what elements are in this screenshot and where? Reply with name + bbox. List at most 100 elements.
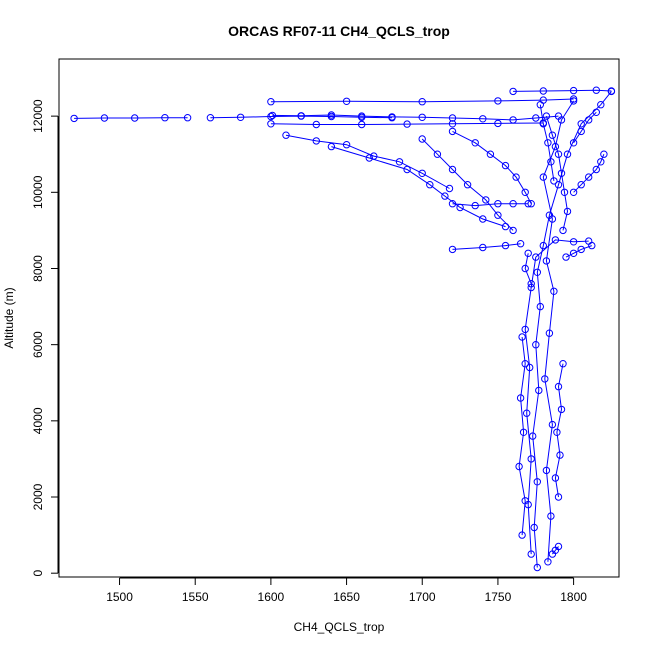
data-point	[523, 409, 531, 417]
series-line	[573, 154, 605, 193]
data-point	[448, 165, 457, 174]
y-tick-label: 4000	[31, 407, 45, 434]
data-point	[312, 137, 320, 145]
data-point	[267, 98, 275, 106]
data-point	[539, 87, 547, 95]
data-point	[533, 268, 541, 276]
data-point	[441, 192, 449, 200]
series-line	[565, 245, 592, 258]
data-point	[539, 173, 547, 181]
data-point	[342, 97, 351, 106]
data-point	[551, 236, 560, 244]
data-point	[532, 114, 540, 122]
data-point	[327, 112, 336, 121]
series-line	[272, 114, 559, 121]
data-point	[236, 113, 245, 122]
data-point	[551, 474, 560, 482]
data-point	[553, 428, 561, 436]
data-point	[471, 139, 479, 147]
data-point	[548, 131, 557, 139]
data-point	[542, 466, 551, 475]
data-point	[206, 114, 215, 122]
data-point	[548, 550, 557, 558]
data-point	[267, 120, 275, 128]
data-point	[526, 363, 534, 372]
x-tick-label: 1800	[560, 590, 587, 604]
series-line	[542, 100, 575, 562]
y-axis-label: Altitude (m)	[2, 287, 16, 348]
data-point	[524, 249, 532, 258]
data-point	[563, 207, 572, 216]
data-point	[509, 87, 517, 96]
data-point	[516, 240, 525, 248]
series-line	[524, 239, 589, 555]
data-point	[545, 329, 554, 337]
series-line	[545, 115, 569, 231]
data-point	[418, 135, 426, 143]
data-point	[530, 523, 538, 532]
data-point	[527, 283, 535, 292]
y-tick-label: 2000	[31, 483, 45, 510]
data-point	[533, 478, 541, 486]
data-point	[358, 120, 366, 129]
data-point	[519, 428, 528, 436]
series-line	[573, 111, 597, 144]
data-point	[479, 115, 487, 123]
data-point	[527, 280, 535, 288]
data-point	[539, 241, 547, 250]
data-point	[433, 150, 442, 158]
x-tick-label: 1750	[485, 590, 512, 604]
data-point	[100, 114, 109, 122]
data-point	[494, 211, 502, 219]
data-point	[547, 158, 555, 166]
y-tick-label: 8000	[31, 255, 45, 282]
data-point	[501, 161, 510, 170]
series-line	[539, 104, 555, 181]
data-point	[542, 112, 551, 120]
data-point	[529, 432, 537, 440]
data-point	[395, 158, 404, 166]
series-line	[331, 146, 506, 228]
data-point	[554, 112, 563, 120]
data-point	[418, 98, 426, 106]
data-point	[521, 264, 529, 273]
series-line	[452, 203, 529, 207]
series-line	[524, 253, 532, 284]
data-point	[550, 177, 558, 185]
data-point	[544, 558, 552, 566]
data-point	[577, 120, 585, 128]
series-line	[518, 336, 526, 536]
data-point	[563, 150, 572, 158]
data-point	[524, 200, 532, 208]
data-point	[585, 173, 593, 181]
x-axis: 1500 1550 1600 1650 1700 1750 1800	[106, 577, 587, 604]
data-point	[482, 196, 490, 204]
data-point	[569, 139, 578, 147]
data-point	[569, 86, 578, 95]
data-point	[327, 142, 336, 151]
plot-frame	[58, 58, 620, 578]
data-point	[515, 462, 523, 471]
data-point	[535, 386, 543, 395]
data-point	[607, 87, 616, 95]
data-point	[448, 245, 457, 254]
series-line	[270, 98, 574, 103]
data-point	[448, 127, 457, 136]
data-point	[577, 245, 585, 254]
data-point	[577, 127, 585, 136]
y-tick-label: 6000	[31, 331, 45, 358]
data-point	[592, 165, 600, 174]
series-line	[452, 243, 521, 250]
data-point	[597, 101, 605, 109]
data-point	[509, 226, 517, 235]
x-axis-label: CH4_QCLS_trop	[294, 620, 385, 634]
data-point	[161, 114, 169, 122]
data-point	[448, 120, 457, 128]
data-point	[521, 325, 529, 334]
data-point	[548, 215, 557, 223]
data-point	[588, 241, 596, 250]
data-point	[527, 455, 535, 463]
data-point	[479, 243, 487, 252]
series-line	[285, 134, 450, 189]
